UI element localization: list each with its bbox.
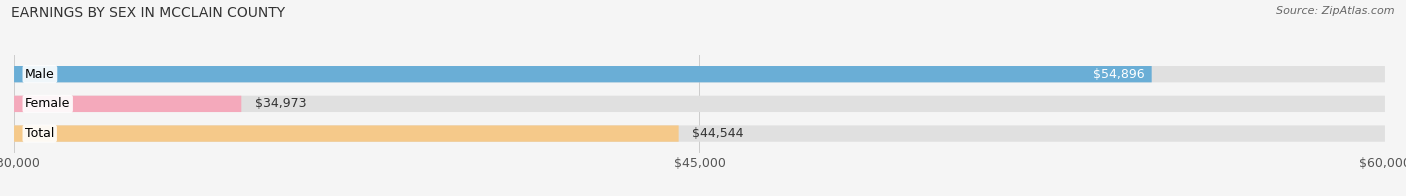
Text: Male: Male bbox=[25, 68, 55, 81]
Text: Source: ZipAtlas.com: Source: ZipAtlas.com bbox=[1277, 6, 1395, 16]
Text: $34,973: $34,973 bbox=[254, 97, 307, 110]
Text: $44,544: $44,544 bbox=[692, 127, 744, 140]
Text: Female: Female bbox=[25, 97, 70, 110]
FancyBboxPatch shape bbox=[14, 96, 242, 112]
FancyBboxPatch shape bbox=[14, 125, 1385, 142]
FancyBboxPatch shape bbox=[14, 125, 679, 142]
FancyBboxPatch shape bbox=[14, 96, 1385, 112]
FancyBboxPatch shape bbox=[14, 66, 1152, 82]
Text: EARNINGS BY SEX IN MCCLAIN COUNTY: EARNINGS BY SEX IN MCCLAIN COUNTY bbox=[11, 6, 285, 20]
Text: $54,896: $54,896 bbox=[1094, 68, 1144, 81]
Text: Total: Total bbox=[25, 127, 55, 140]
FancyBboxPatch shape bbox=[14, 66, 1385, 82]
